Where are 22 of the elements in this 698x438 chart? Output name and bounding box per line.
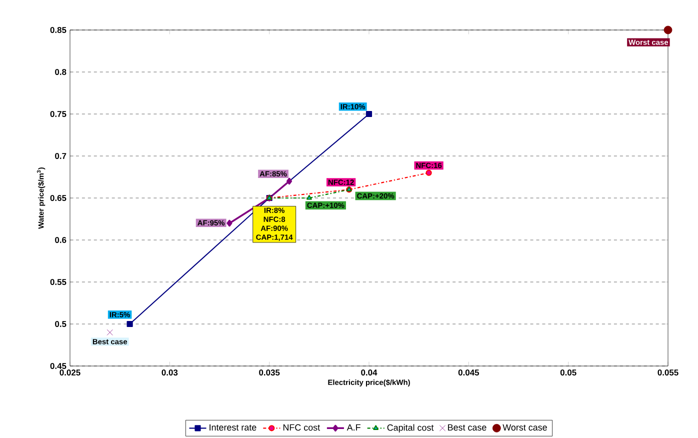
x-tick-label: 0.03 bbox=[162, 370, 178, 376]
y-tick-label: 0.45 bbox=[50, 363, 66, 369]
legend-label: A.F bbox=[346, 424, 360, 430]
legend-label: Capital cost bbox=[387, 424, 434, 433]
y-tick-label: 0.5 bbox=[55, 321, 66, 327]
legend-label: Worst case bbox=[502, 424, 547, 431]
legend-label: NFC cost bbox=[283, 424, 320, 431]
y-tick-label: 0.6 bbox=[55, 237, 66, 243]
x-tick-label: 0.035 bbox=[259, 370, 280, 376]
x-tick-label: 0.05 bbox=[560, 370, 576, 376]
x-tick-label: 0.04 bbox=[361, 370, 378, 376]
y-tick-label: 0.75 bbox=[50, 111, 66, 117]
y-tick-label: 0.7 bbox=[55, 153, 66, 159]
legend-label: Interest rate bbox=[210, 424, 256, 431]
legend-label: Best case bbox=[448, 424, 486, 431]
y-tick-label: 0.85 bbox=[50, 27, 66, 33]
y-tick-label: 0.8 bbox=[55, 69, 66, 75]
x-tick-label: 0.055 bbox=[658, 370, 678, 376]
x-tick-label: 0.045 bbox=[458, 370, 480, 376]
y-tick-label: 0.65 bbox=[50, 195, 66, 201]
y-tick-label: 0.55 bbox=[50, 279, 66, 285]
x-tick-label: 0.025 bbox=[60, 370, 80, 376]
